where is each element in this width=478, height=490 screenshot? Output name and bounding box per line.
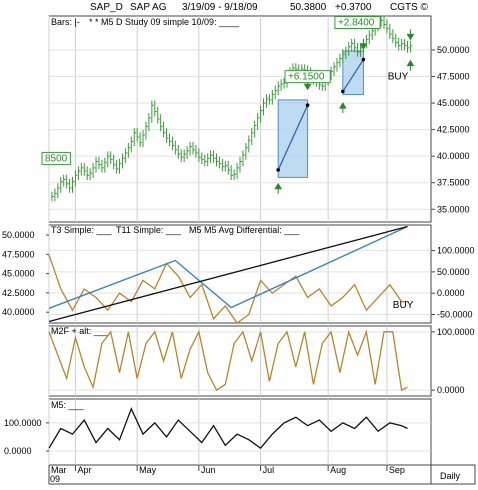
month-label: Jun bbox=[201, 465, 216, 475]
buy-arrow bbox=[274, 182, 283, 194]
month-label: Aug bbox=[330, 465, 346, 475]
price-highlight-start bbox=[276, 168, 281, 172]
price-gain-box bbox=[284, 70, 331, 84]
osc-t3-line bbox=[48, 225, 408, 323]
osc-left-tick-label: 40.0000 bbox=[2, 307, 35, 317]
m5-legend: M5: ___ bbox=[51, 400, 85, 410]
panel-frame-price bbox=[48, 15, 432, 223]
price-gain-label: +6.1500 bbox=[288, 72, 325, 83]
price-ytick-label: 40.0000 bbox=[437, 151, 470, 161]
buy-arrow bbox=[338, 102, 347, 114]
m2f-tick-label: 0.0000 bbox=[437, 385, 465, 395]
osc-legend-t3: T3 Simple: ___ bbox=[51, 225, 113, 235]
price-gain-box bbox=[334, 15, 381, 29]
price-highlight-trend bbox=[342, 59, 364, 92]
price-gain-box bbox=[41, 151, 71, 165]
price-legend-bars: Bars: |- bbox=[51, 17, 80, 27]
osc-right-tick-label: -50.0000 bbox=[437, 309, 473, 319]
price-ytick-label: 37.5000 bbox=[437, 178, 470, 188]
month-label: May bbox=[139, 465, 157, 475]
month-label: Mar bbox=[51, 465, 67, 475]
price-highlight-trend bbox=[277, 104, 309, 171]
header-source: CGTS © bbox=[390, 2, 428, 13]
osc-left-tick-label: 45.0000 bbox=[2, 269, 35, 279]
price-ytick-label: 50.0000 bbox=[437, 45, 470, 55]
price-gain-label: 8500 bbox=[45, 153, 68, 164]
osc-right-tick-label: 0.0000 bbox=[437, 288, 465, 298]
header-last: 50.3800 bbox=[290, 2, 327, 13]
month-label: Jul bbox=[263, 465, 275, 475]
month-label: Apr bbox=[77, 465, 91, 475]
header-name: SAP AG bbox=[130, 2, 167, 13]
price-highlight-end bbox=[361, 57, 366, 62]
osc-left-tick-label: 47.5000 bbox=[2, 249, 35, 259]
price-ytick-label: 42.5000 bbox=[437, 125, 470, 135]
axis-corner-frame bbox=[430, 464, 476, 485]
m5-tick-label: 100.0000 bbox=[4, 418, 42, 428]
price-buy-label: BUY bbox=[388, 72, 409, 83]
price-gain-label: +2.8400 bbox=[338, 17, 375, 28]
osc-right-tick-label: 100.0000 bbox=[437, 246, 475, 256]
osc-left-tick-label: 42.5000 bbox=[2, 288, 35, 298]
year-label: 09 bbox=[50, 474, 60, 484]
osc-legend-diff: M5 M5 Avg Differential: ___ bbox=[189, 225, 300, 235]
m2f-legend: M2F + alt: ___ bbox=[51, 326, 110, 336]
header-symbol: SAP_D bbox=[90, 2, 123, 13]
m5-tick-label: 0.0000 bbox=[4, 446, 32, 456]
panel-frame-axis bbox=[48, 464, 432, 485]
osc-right-tick-label: 50.0000 bbox=[437, 267, 470, 277]
price-legend-study: * * M5 D Study 09 simple 10/09: ____ bbox=[89, 17, 240, 27]
header-date-range: 3/19/09 - 9/18/09 bbox=[182, 2, 258, 13]
osc-t11-line bbox=[48, 225, 408, 309]
buy-arrow bbox=[406, 59, 415, 71]
sell-arrow bbox=[359, 38, 368, 50]
month-label: Sep bbox=[389, 465, 405, 475]
m2f-tick-label: 100.0000 bbox=[437, 327, 475, 337]
price-ytick-label: 47.5000 bbox=[437, 72, 470, 82]
m5-line bbox=[48, 407, 408, 450]
osc-left-tick-label: 50.0000 bbox=[2, 230, 35, 240]
osc-diff-line bbox=[48, 254, 408, 324]
osc-buy-label: BUY bbox=[393, 300, 414, 311]
price-ytick-label: 35.0000 bbox=[437, 204, 470, 214]
price-highlight-end bbox=[305, 103, 310, 107]
panel-frame-m5 bbox=[48, 398, 432, 466]
m2f-line bbox=[48, 329, 408, 392]
periodicity-label: Daily bbox=[440, 471, 461, 481]
sell-arrow bbox=[406, 29, 415, 41]
header-change: +0.3700 bbox=[335, 2, 372, 13]
price-ytick-label: 45.0000 bbox=[437, 98, 470, 108]
osc-legend-t11: T11 Simple: ___ bbox=[116, 225, 182, 235]
price-highlight-start bbox=[341, 89, 345, 94]
